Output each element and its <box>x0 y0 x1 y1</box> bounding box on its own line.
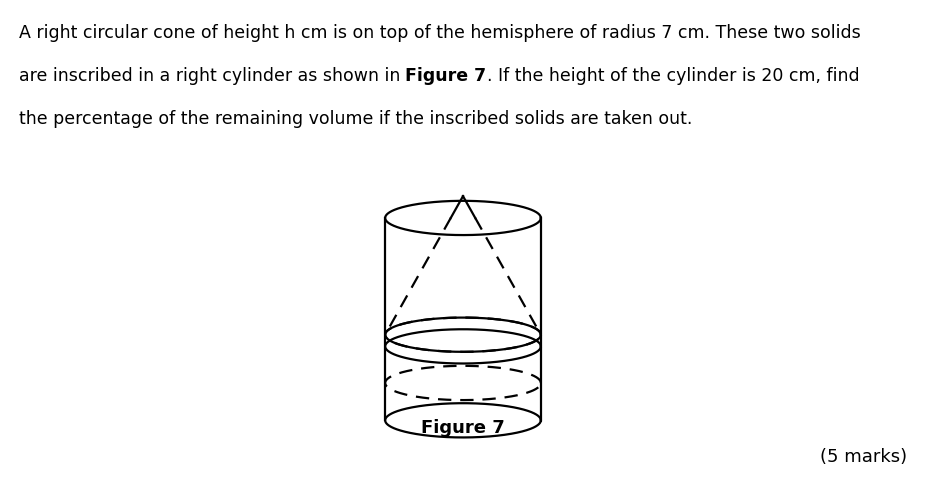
Text: Figure 7: Figure 7 <box>421 419 505 437</box>
Text: the percentage of the remaining volume if the inscribed solids are taken out.: the percentage of the remaining volume i… <box>19 110 692 128</box>
Text: (5 marks): (5 marks) <box>820 447 907 466</box>
Text: Figure 7: Figure 7 <box>406 67 486 85</box>
Text: A right circular cone of height h cm is on top of the hemisphere of radius 7 cm.: A right circular cone of height h cm is … <box>19 24 860 42</box>
Text: are inscribed in a right cylinder as shown in: are inscribed in a right cylinder as sho… <box>19 67 406 85</box>
Text: . If the height of the cylinder is 20 cm, find: . If the height of the cylinder is 20 cm… <box>486 67 859 85</box>
